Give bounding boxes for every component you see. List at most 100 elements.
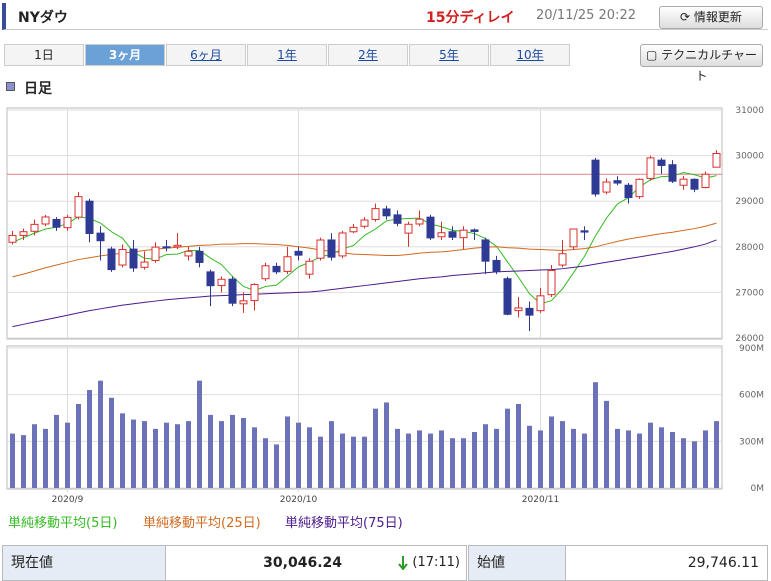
volume-bar [527,425,532,488]
candle-body [492,259,501,272]
candle-body [239,300,248,305]
candle-body [448,231,457,238]
volume-bar [560,421,565,488]
volume-bar [571,428,576,488]
candle-body [338,232,347,257]
section-label: 日足 [24,81,52,97]
candle-body [690,178,699,190]
y2-tick-label: 300M [739,437,764,447]
volume-bar [461,438,466,488]
volume-bar [120,413,125,488]
x-tick-label: 2020/10 [280,495,318,505]
open-value: 29,746.11 [565,545,768,581]
timestamp: 20/11/25 20:22 [536,8,636,23]
candle-body [19,231,28,236]
volume-bar [593,382,598,488]
technical-button[interactable]: ▢ テクニカルチャート [640,44,763,83]
candle-body [404,223,413,234]
tab[interactable]: 2年 [328,44,408,66]
volume-bar [428,433,433,488]
volume-bar [175,424,180,488]
candle-body [393,214,402,224]
volume-bar [32,424,37,488]
y-tick-label: 28000 [735,243,764,253]
moving-average-line [12,171,717,305]
moving-average-line [12,239,717,328]
tab[interactable]: 3ヶ月 [85,44,165,66]
volume-bar [197,380,202,488]
y-tick-label: 30000 [735,152,764,162]
candle-body [250,283,259,302]
tab[interactable]: 1年 [247,44,327,66]
volume-bar [703,430,708,488]
candle-body [558,253,567,266]
volume-bar [186,421,191,488]
candle-body [657,159,666,166]
candle-body [481,239,490,262]
header: NYダウ 15分ディレイ 20/11/25 20:22 [2,3,768,30]
volume-bar [329,421,334,488]
tab[interactable]: 10年 [490,44,570,66]
technical-label: テクニカルチャート [661,48,758,83]
legend-entry: 単純移動平均(5日) [8,516,118,531]
volume-bar [76,404,81,488]
candle-body [327,239,336,258]
volume-bar [241,418,246,488]
y-tick-label: 29000 [735,197,764,207]
candle-body [41,216,50,225]
tab[interactable]: 6ヶ月 [166,44,246,66]
open-label: 始値 [468,545,566,581]
quote-value-cell: 30,046.24 (17:11) [165,545,467,581]
candle-body [118,249,127,266]
candle-body [316,239,325,259]
candle-body [569,228,578,248]
down-arrow [398,556,408,570]
candle-body [8,234,17,243]
volume-bar [659,427,664,488]
volume-bar [351,436,356,488]
volume-bar [714,421,719,488]
candle-body [624,184,633,199]
refresh-button[interactable]: ⟳ 情報更新 [659,6,763,29]
candle-body [261,265,270,280]
candle-body [382,208,391,217]
tab[interactable]: 5年 [409,44,489,66]
volume-bar [494,428,499,488]
volume-bar [340,433,345,488]
y-tick-label: 31000 [735,106,764,116]
candle-body [679,178,688,186]
quote-value: 30,046.24 [263,555,342,571]
refresh-icon: ⟳ [680,10,694,24]
volume-bar [549,416,554,488]
candle-body [162,246,171,249]
y-tick-label: 26000 [735,334,764,344]
volume-bar [648,422,653,488]
volume-bar [538,430,543,488]
candle-body [63,216,72,229]
candle-body [426,216,435,239]
section-icon [6,82,15,91]
candle-body [437,232,446,238]
candle-body [294,250,303,256]
window-icon: ▢ [645,48,662,62]
x-tick-label: 2020/11 [522,495,559,505]
candle-body [459,229,468,239]
candle-body [547,269,556,296]
volume-bar [65,422,70,488]
volume-bar [615,428,620,488]
tab[interactable]: 1日 [4,44,84,66]
candle-body [503,278,512,315]
candle-body [371,208,380,220]
volume-bar [98,380,103,488]
candle-body [30,223,39,232]
candle-body [525,307,534,316]
volume-bar [274,444,279,488]
volume-bar [10,433,15,488]
volume-bar [670,432,675,488]
volume-bar [604,400,609,488]
volume-bar [681,438,686,488]
quote-label: 現在値 [2,545,166,581]
candle-body [360,219,369,227]
candle-body [712,153,721,168]
